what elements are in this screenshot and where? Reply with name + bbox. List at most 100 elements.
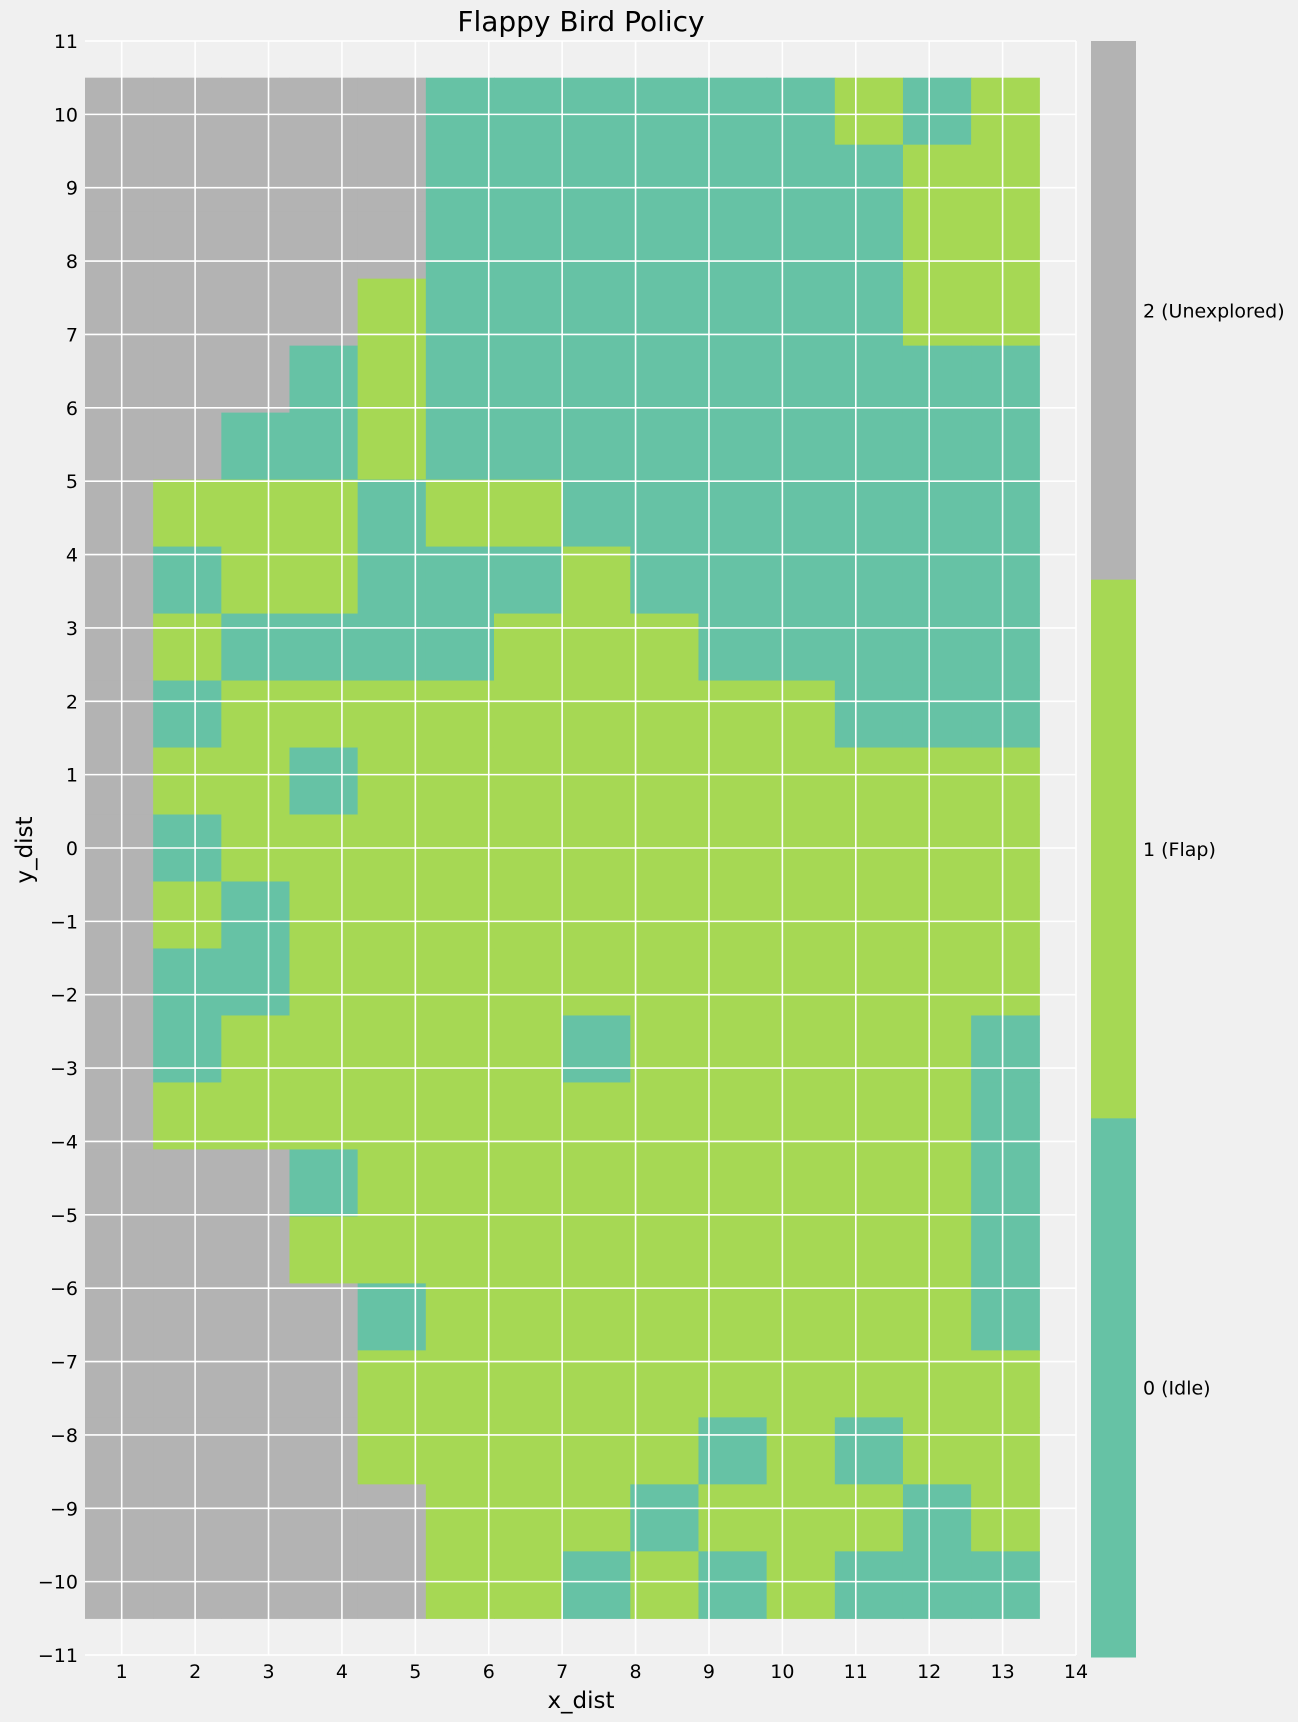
heatmap-cell <box>834 1082 904 1151</box>
heatmap-cell <box>493 1283 563 1351</box>
heatmap-cell <box>153 77 222 146</box>
heatmap-cell <box>834 948 904 1017</box>
x-tick-label: 7 <box>556 1661 568 1683</box>
heatmap-cell <box>289 211 359 280</box>
heatmap-cell <box>834 546 904 615</box>
heatmap-cell <box>971 1082 1040 1151</box>
heatmap-cell <box>698 1283 768 1351</box>
heatmap-cell <box>493 345 563 414</box>
heatmap-cell <box>902 1484 972 1552</box>
y-tick-label: 3 <box>66 618 78 640</box>
x-tick-label: 4 <box>336 1661 348 1683</box>
heatmap-cell <box>425 546 495 615</box>
heatmap-cell <box>85 479 154 548</box>
heatmap-cell <box>630 1149 700 1218</box>
heatmap-cell <box>85 1015 154 1084</box>
heatmap-cell <box>493 1015 563 1084</box>
heatmap-cell <box>902 1015 972 1084</box>
heatmap-cell <box>834 1350 904 1418</box>
heatmap-cell <box>289 680 359 749</box>
heatmap-cell <box>971 144 1040 213</box>
heatmap-cell <box>562 1350 631 1418</box>
heatmap-cell <box>562 680 631 749</box>
heatmap-cell <box>630 747 700 816</box>
y-tick-label: −4 <box>50 1131 78 1153</box>
heatmap-cell <box>289 546 359 615</box>
heatmap-cell <box>971 680 1040 749</box>
heatmap-cell <box>834 1216 904 1284</box>
heatmap-cell <box>971 613 1040 682</box>
heatmap-cell <box>221 747 291 816</box>
heatmap-cell <box>834 479 904 548</box>
heatmap-cell <box>289 1417 359 1485</box>
heatmap-cell <box>766 747 836 816</box>
heatmap-cell <box>562 412 631 481</box>
heatmap-cell <box>153 345 222 414</box>
heatmap-cell <box>902 680 972 749</box>
heatmap-cell <box>493 613 563 682</box>
heatmap-cell <box>289 613 359 682</box>
heatmap-cell <box>630 546 700 615</box>
x-tick-label: 11 <box>844 1661 868 1683</box>
heatmap-cell <box>971 479 1040 548</box>
x-axis-label: x_dist <box>547 1688 614 1714</box>
heatmap-cell <box>834 1417 904 1485</box>
heatmap-cell <box>425 1216 495 1284</box>
heatmap-cell <box>153 412 222 481</box>
heatmap-cell <box>834 1484 904 1552</box>
heatmap-cell <box>562 345 631 414</box>
heatmap-cell <box>902 613 972 682</box>
y-tick-label: 10 <box>54 104 78 126</box>
heatmap-cell <box>153 211 222 280</box>
heatmap-cell <box>834 1015 904 1084</box>
heatmap-cell <box>221 948 291 1017</box>
heatmap-cell <box>698 613 768 682</box>
heatmap-cell <box>902 144 972 213</box>
heatmap-cell <box>221 278 291 347</box>
heatmap-cell <box>766 345 836 414</box>
heatmap-cell <box>221 144 291 213</box>
heatmap-cell <box>85 1149 154 1218</box>
x-tick-label: 10 <box>770 1661 794 1683</box>
heatmap-cell <box>85 948 154 1017</box>
heatmap-cell <box>698 345 768 414</box>
colorbar-label: 2 (Unexplored) <box>1143 300 1285 322</box>
heatmap-cell <box>85 1551 154 1619</box>
heatmap-cell <box>85 211 154 280</box>
y-tick-label: 4 <box>66 545 78 567</box>
heatmap-cell <box>902 1551 972 1619</box>
heatmap-cell <box>153 680 222 749</box>
heatmap-cell <box>85 1417 154 1485</box>
x-tick-label: 5 <box>409 1661 421 1683</box>
colorbar-band <box>1091 41 1136 581</box>
heatmap-cell <box>630 881 700 950</box>
heatmap-cell <box>221 1551 291 1619</box>
y-tick-label: −2 <box>50 985 78 1007</box>
heatmap-cell <box>425 345 495 414</box>
heatmap-cell <box>971 412 1040 481</box>
heatmap-cell <box>289 1350 359 1418</box>
heatmap-cell <box>766 144 836 213</box>
heatmap-cell <box>221 412 291 481</box>
heatmap-cell <box>971 1551 1040 1619</box>
heatmap-cell <box>766 1149 836 1218</box>
y-tick-label: −1 <box>50 911 78 933</box>
x-tick-label: 14 <box>1064 1661 1088 1683</box>
heatmap-cell <box>630 479 700 548</box>
heatmap-cell <box>493 1082 563 1151</box>
heatmap-cell <box>834 1283 904 1351</box>
heatmap-cell <box>85 747 154 816</box>
y-tick-label: 9 <box>66 178 78 200</box>
heatmap-cell <box>425 1551 495 1619</box>
heatmap-cell <box>971 1417 1040 1485</box>
heatmap-cell <box>698 412 768 481</box>
heatmap-cell <box>425 479 495 548</box>
heatmap-cell <box>902 278 972 347</box>
heatmap-cell <box>425 1149 495 1218</box>
heatmap-cell <box>289 1484 359 1552</box>
heatmap-cell <box>902 77 972 146</box>
heatmap-cell <box>971 77 1040 146</box>
heatmap-cell <box>85 881 154 950</box>
heatmap-cell <box>153 546 222 615</box>
heatmap-cell <box>562 278 631 347</box>
